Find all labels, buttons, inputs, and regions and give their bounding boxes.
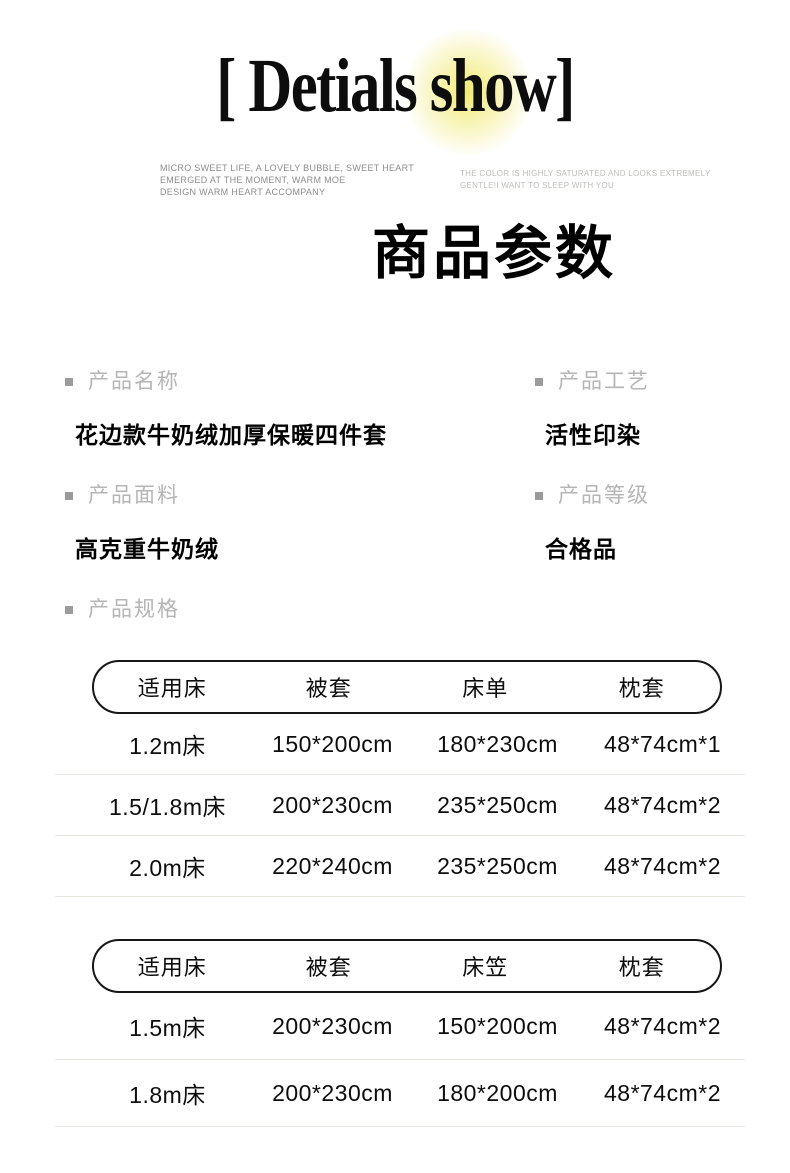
table-cell: 220*240cm (272, 852, 393, 879)
table-cell: 1.5m床 (129, 1015, 206, 1041)
header-cell: 被套 (305, 676, 352, 701)
info-item-product-craft: 产品工艺 活性印染 (535, 368, 790, 450)
tagline-line: DESIGN WARM HEART ACCOMPANY (160, 187, 326, 197)
table-cell: 48*74cm*1 (603, 730, 722, 757)
table-cell: 200*230cm (272, 1079, 393, 1106)
info-row: 产品名称 花边款牛奶绒加厚保暖四件套 产品工艺 活性印染 (65, 368, 790, 450)
table-row: 1.2m床 150*200cm 180*230cm 48*74cm*1 (55, 714, 745, 775)
size-table-fitted-sheet: 适用床 被套 床笠 枕套 1.5m床 200*230cm 150*200cm 4… (55, 939, 745, 1127)
header-cell: 被套 (305, 955, 352, 980)
table-cell: 1.5/1.8m床 (109, 794, 226, 820)
info-label: 产品等级 (535, 482, 790, 510)
bullet-square-icon (535, 492, 543, 500)
info-label: 产品规格 (65, 596, 535, 624)
info-item-product-grade: 产品等级 合格品 (535, 482, 790, 564)
tagline-line: GENTLE!I WANT TO SLEEP WITH YOU (460, 181, 615, 190)
table-cell: 200*230cm (272, 791, 393, 818)
info-item-product-name: 产品名称 花边款牛奶绒加厚保暖四件套 (65, 368, 535, 450)
table-cell: 150*200cm (437, 1012, 558, 1039)
size-table-sheet: 适用床 被套 床单 枕套 1.2m床 150*200cm 180*230cm 4… (55, 660, 745, 897)
table-row: 1.5m床 200*230cm 150*200cm 48*74cm*2 (55, 993, 745, 1060)
taglines: MICRO SWEET LIFE, A LOVELY BUBBLE, SWEET… (0, 162, 790, 198)
info-label: 产品工艺 (535, 368, 790, 396)
table-cell: 235*250cm (437, 791, 558, 818)
info-label: 产品名称 (65, 368, 535, 396)
info-label-text: 产品面料 (88, 484, 180, 507)
info-label-text: 产品工艺 (558, 370, 650, 393)
info-item-product-fabric: 产品面料 高克重牛奶绒 (65, 482, 535, 564)
info-value: 合格品 (545, 536, 617, 562)
table-row: 2.0m床 220*240cm 235*250cm 48*74cm*2 (55, 836, 745, 897)
tagline-line: MICRO SWEET LIFE, A LOVELY BUBBLE, SWEET… (160, 163, 415, 173)
table-cell: 48*74cm*2 (603, 1012, 722, 1039)
yellow-highlight-glow (404, 28, 532, 156)
info-value: 活性印染 (545, 422, 641, 448)
page-title: [ Detials show] (216, 44, 575, 128)
header-cell: 床单 (462, 676, 509, 701)
tagline-left: MICRO SWEET LIFE, A LOVELY BUBBLE, SWEET… (160, 162, 435, 198)
table-cell: 180*200cm (437, 1079, 558, 1106)
info-value: 高克重牛奶绒 (75, 536, 219, 562)
table-cell: 2.0m床 (129, 855, 206, 881)
table-cell: 235*250cm (437, 852, 558, 879)
table-cell: 48*74cm*2 (603, 791, 722, 818)
table-header-pill: 适用床 被套 床单 枕套 (92, 660, 722, 714)
info-row: 产品规格 (65, 596, 790, 624)
table-header-pill: 适用床 被套 床笠 枕套 (92, 939, 722, 993)
info-row: 产品面料 高克重牛奶绒 产品等级 合格品 (65, 482, 790, 564)
tagline-line: EMERGED AT THE MOMENT, WARM MOE (160, 175, 346, 185)
header-cell: 适用床 (137, 676, 207, 701)
table-cell: 200*230cm (272, 1012, 393, 1039)
table-cell: 1.8m床 (129, 1082, 206, 1108)
bullet-square-icon (65, 492, 73, 500)
header-cell: 枕套 (618, 676, 665, 701)
table-row: 1.8m床 200*230cm 180*200cm 48*74cm*2 (55, 1060, 745, 1127)
info-label-text: 产品规格 (88, 598, 180, 621)
product-info: 产品名称 花边款牛奶绒加厚保暖四件套 产品工艺 活性印染 产品面料 高克重牛奶绒 (0, 368, 790, 624)
hero: [ Detials show] (0, 0, 790, 156)
tagline-line: THE COLOR IS HIGHLY SATURATED AND LOOKS … (460, 169, 711, 178)
table-cell: 48*74cm*2 (603, 852, 722, 879)
table-cell: 180*230cm (437, 730, 558, 757)
header-cell: 枕套 (618, 955, 665, 980)
bullet-square-icon (535, 378, 543, 386)
table-cell: 48*74cm*2 (603, 1079, 722, 1106)
table-cell: 1.2m床 (129, 733, 206, 759)
tagline-right: THE COLOR IS HIGHLY SATURATED AND LOOKS … (460, 162, 780, 192)
info-label-text: 产品名称 (88, 370, 180, 393)
bullet-square-icon (65, 378, 73, 386)
info-item-product-spec: 产品规格 (65, 596, 535, 624)
info-value: 花边款牛奶绒加厚保暖四件套 (75, 422, 387, 448)
header-cell: 适用床 (137, 955, 207, 980)
info-label: 产品面料 (65, 482, 535, 510)
bullet-square-icon (65, 606, 73, 614)
header-cell: 床笠 (462, 955, 509, 980)
section-title: 商品参数 (372, 221, 617, 286)
table-row: 1.5/1.8m床 200*230cm 235*250cm 48*74cm*2 (55, 775, 745, 836)
info-label-text: 产品等级 (558, 484, 650, 507)
table-cell: 150*200cm (272, 730, 393, 757)
